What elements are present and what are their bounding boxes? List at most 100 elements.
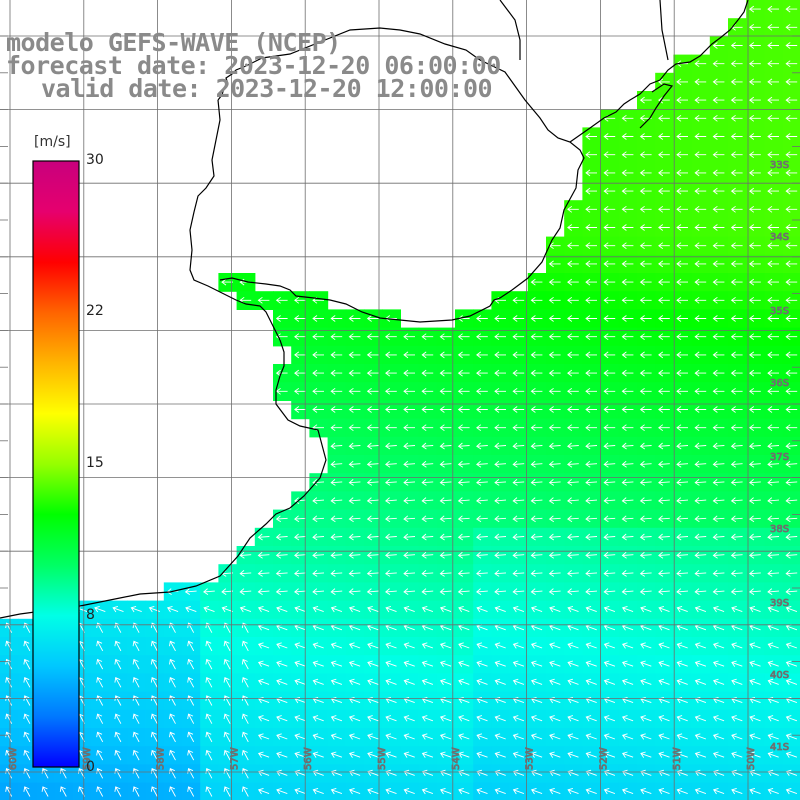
wind-arrow: [549, 751, 561, 758]
wind-arrow: [730, 187, 743, 195]
wind-arrow: [785, 369, 798, 377]
wind-arrow: [548, 260, 561, 268]
wind-speed-cell: [182, 782, 201, 800]
wind-arrow: [603, 187, 616, 195]
wind-arrow: [348, 442, 361, 450]
wind-arrow: [749, 278, 761, 286]
wind-arrow: [567, 497, 579, 504]
wind-speed-cell: [382, 782, 401, 800]
wind-arrow: [585, 605, 597, 613]
wind-arrow: [676, 733, 688, 740]
wind-arrow: [676, 497, 689, 504]
wind-arrow: [676, 260, 688, 268]
wind-arrow: [294, 515, 306, 523]
wind-arrow: [512, 733, 525, 740]
wind-arrow: [421, 787, 434, 795]
wind-arrow: [187, 640, 195, 652]
wind-arrow: [621, 406, 634, 413]
wind-arrow: [731, 751, 743, 758]
wind-arrow: [476, 678, 488, 686]
wind-arrow: [640, 642, 652, 649]
wind-arrow: [421, 588, 434, 595]
wind-arrow: [730, 242, 743, 250]
wind-arrow: [712, 96, 725, 104]
wind-arrow: [457, 533, 470, 541]
wind-arrow: [494, 479, 507, 486]
wind-arrow: [294, 733, 306, 740]
wind-arrow: [639, 351, 652, 359]
wind-arrow: [639, 369, 652, 377]
wind-arrow: [476, 751, 488, 758]
wind-arrow: [694, 205, 707, 213]
wind-arrow: [749, 515, 761, 523]
wind-arrow: [712, 570, 725, 577]
wind-arrow: [639, 187, 652, 195]
wind-arrow: [548, 515, 561, 523]
wind-arrow: [640, 605, 652, 613]
wind-arrow: [403, 678, 415, 686]
wind-arrow: [223, 677, 231, 688]
wind-arrow: [294, 605, 306, 613]
wind-arrow: [567, 260, 579, 268]
wind-arrow: [548, 387, 561, 395]
wind-arrow: [749, 642, 761, 649]
wind-arrow: [785, 187, 798, 195]
wind-arrow: [639, 333, 652, 341]
wind-arrow: [767, 660, 779, 667]
wind-arrow: [494, 387, 506, 395]
wind-arrow: [730, 515, 743, 523]
wind-arrow: [548, 315, 561, 322]
wind-speed-cell: [127, 782, 147, 800]
wind-arrow: [494, 733, 506, 740]
wind-arrow: [403, 387, 415, 395]
wind-arrow: [348, 715, 361, 722]
wind-arrow: [785, 424, 798, 432]
wind-arrow: [223, 749, 231, 761]
wind-arrow: [603, 351, 616, 359]
wind-arrow: [312, 588, 325, 595]
wind-arrow: [767, 733, 779, 740]
wind-arrow: [348, 605, 361, 613]
wind-arrow: [730, 570, 743, 577]
wind-arrow: [548, 497, 561, 504]
colorbar-tick: 0: [86, 759, 95, 775]
wind-arrow: [476, 315, 488, 322]
wind-arrow: [257, 533, 270, 541]
wind-arrow: [694, 260, 707, 268]
wind-arrow: [96, 786, 104, 797]
wind-arrow: [494, 533, 507, 541]
wind-arrow: [730, 424, 743, 432]
wind-arrow: [767, 151, 779, 159]
wind-arrow: [785, 715, 798, 722]
wind-speed-cell: [764, 782, 784, 800]
wind-arrow: [476, 406, 488, 413]
wind-arrow: [41, 786, 49, 797]
wind-arrow: [658, 479, 670, 486]
wind-arrow: [530, 424, 543, 432]
wind-arrow: [676, 169, 688, 177]
wind-arrow: [385, 660, 397, 667]
wind-arrow: [767, 60, 779, 68]
wind-arrow: [366, 570, 379, 577]
wind-arrow: [330, 588, 343, 595]
wind-arrow: [257, 551, 270, 559]
wind-arrow: [385, 442, 397, 450]
wind-arrow: [150, 658, 158, 670]
wind-arrow: [785, 551, 798, 559]
wind-arrow: [730, 533, 743, 541]
wind-arrow: [476, 660, 488, 667]
wind-arrow: [585, 660, 597, 667]
wind-arrow: [132, 695, 140, 706]
wind-arrow: [169, 695, 176, 706]
wind-arrow: [187, 695, 195, 706]
wind-arrow: [730, 351, 743, 359]
wind-arrow: [257, 660, 270, 667]
wind-arrow: [585, 333, 597, 341]
wind-arrow: [658, 551, 670, 559]
wind-arrow: [223, 713, 231, 724]
wind-speed-cell: [145, 782, 165, 800]
wind-arrow: [585, 442, 598, 450]
wind-arrow: [150, 677, 158, 688]
wind-arrow: [658, 442, 670, 450]
longitude-label: 58W: [156, 747, 167, 770]
